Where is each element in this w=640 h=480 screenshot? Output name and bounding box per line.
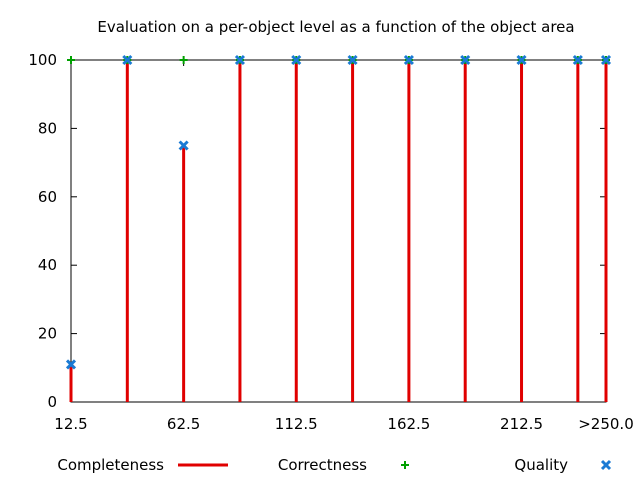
x-tick-label: 162.5	[387, 415, 430, 433]
chart-title: Evaluation on a per-object level as a fu…	[97, 18, 574, 36]
chart-axes	[70, 59, 607, 403]
legend-swatch-correctness	[401, 461, 409, 469]
quality-point	[516, 54, 527, 66]
x-tick-label: 112.5	[275, 415, 318, 433]
x-tick-label: 62.5	[167, 415, 200, 433]
y-tick-label: 60	[38, 188, 57, 206]
quality-point	[600, 54, 612, 66]
quality-point	[178, 140, 189, 151]
legend-label-correctness: Correctness	[278, 456, 367, 474]
y-tick-label: 0	[47, 393, 57, 411]
legend-label-quality: Quality	[514, 456, 568, 474]
quality-point	[122, 54, 133, 66]
quality-point	[65, 359, 77, 370]
correctness-point	[179, 56, 188, 64]
quality-point	[234, 54, 246, 66]
chart-legend: Completeness Correctness Quality	[57, 456, 612, 474]
legend-label-completeness: Completeness	[57, 456, 164, 474]
x-tick-label: 212.5	[500, 415, 543, 433]
correctness-point	[67, 56, 75, 64]
chart-ticks: 0 20 40 60 80 100 12.5 62.5 112.5 162.5 212.5 >250.…	[28, 51, 633, 433]
y-tick-label: 80	[38, 119, 57, 137]
quality-point	[572, 54, 583, 66]
quality-point	[460, 54, 471, 66]
chart-marks	[65, 54, 612, 402]
x-tick-label: 12.5	[54, 415, 87, 433]
x-tick-label: >250.0	[578, 415, 634, 433]
quality-point	[347, 54, 358, 66]
legend-swatch-quality	[600, 459, 612, 471]
plot-border	[70, 59, 607, 403]
quality-point	[403, 54, 414, 66]
quality-point	[291, 54, 302, 66]
y-tick-label: 20	[38, 325, 57, 343]
y-tick-label: 40	[38, 256, 57, 274]
y-tick-label: 100	[28, 51, 57, 69]
